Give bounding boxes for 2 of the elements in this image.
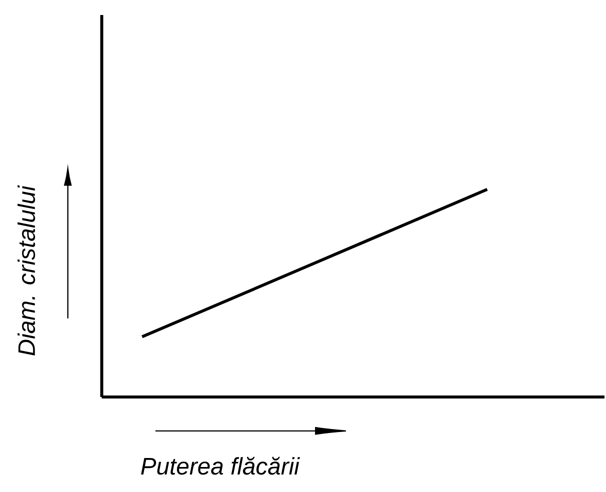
y-axis-title: Diam. cristalului: [18, 185, 36, 356]
x-axis-title: Puterea flăcării: [141, 456, 300, 475]
